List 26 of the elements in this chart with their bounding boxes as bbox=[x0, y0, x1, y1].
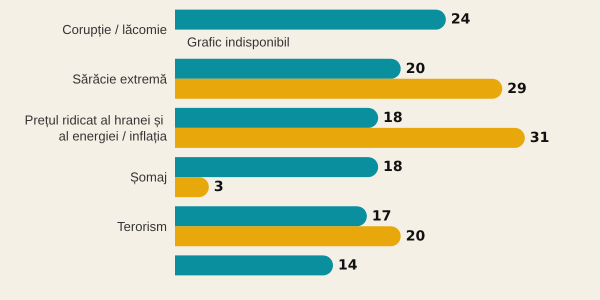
y-tick-label: Șomaj bbox=[130, 170, 168, 185]
bar bbox=[175, 10, 446, 30]
bar bbox=[175, 128, 525, 148]
bar bbox=[175, 226, 401, 246]
data-label: 14 bbox=[338, 257, 358, 274]
bar bbox=[175, 206, 367, 226]
bar bbox=[175, 177, 209, 198]
bar bbox=[175, 58, 401, 79]
data-label: 18 bbox=[383, 110, 403, 126]
data-label: 3 bbox=[214, 179, 224, 196]
bar bbox=[175, 157, 378, 178]
data-label: 24 bbox=[450, 12, 471, 28]
y-tick-label: Corupție / lăcomie bbox=[62, 22, 167, 38]
y-tick-label: Sărăcie extremă bbox=[72, 71, 168, 86]
y-tick-label: Prețul ridicat al hranei și al energiei / inflația bbox=[24, 112, 168, 144]
y-tick-label: Terorism bbox=[117, 218, 167, 234]
annotation: Grafic indisponibil bbox=[187, 34, 290, 50]
data-label: 17 bbox=[372, 208, 392, 224]
data-label: 31 bbox=[530, 130, 550, 146]
bar bbox=[175, 255, 333, 276]
bar bbox=[175, 108, 378, 128]
data-label: 20 bbox=[406, 60, 426, 77]
data-label: 20 bbox=[406, 228, 426, 244]
data-label: 18 bbox=[383, 159, 403, 176]
bar bbox=[175, 78, 502, 99]
data-label: 29 bbox=[507, 80, 527, 97]
